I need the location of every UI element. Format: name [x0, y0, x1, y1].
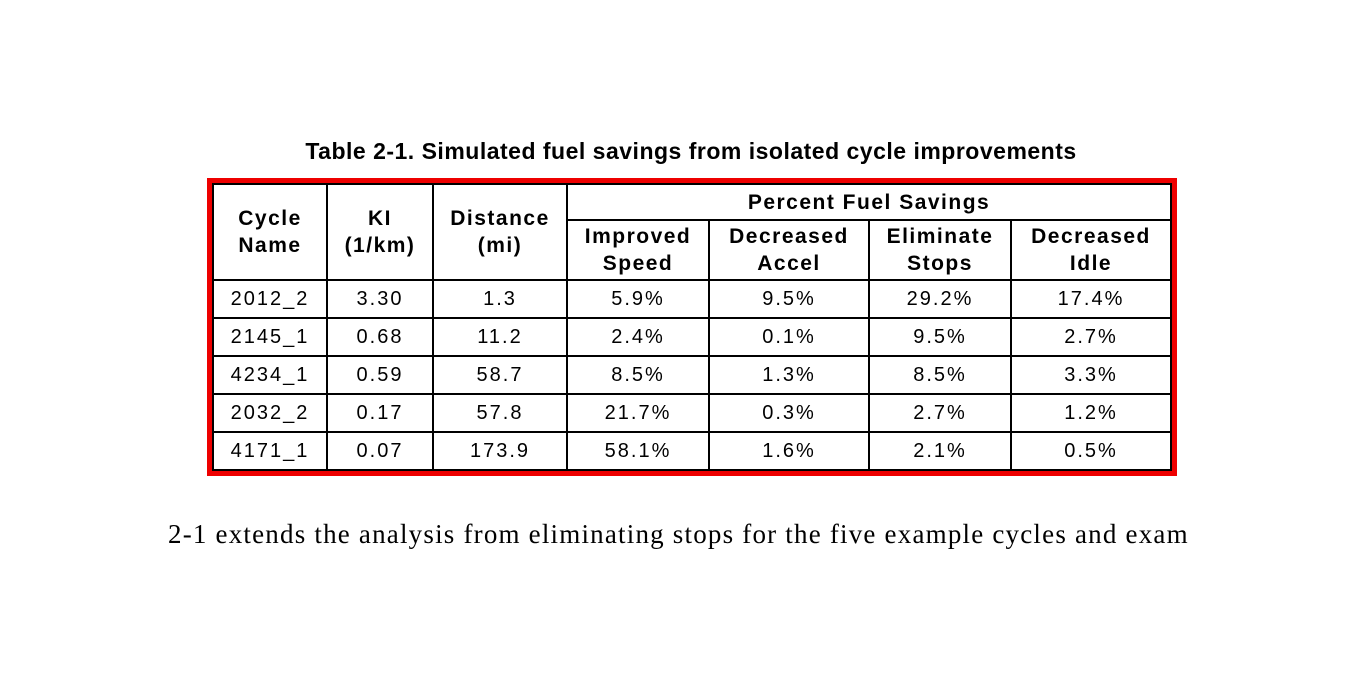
cell-ki: 0.68: [326, 317, 434, 357]
cell-improved-speed: 2.4%: [566, 317, 710, 357]
cell-decreased-idle: 0.5%: [1009, 431, 1173, 471]
fuel-savings-table: Cycle Name KI (1/km) Distance (mi) Perce…: [212, 183, 1173, 471]
cell-decreased-accel: 1.6%: [708, 431, 870, 471]
cell-improved-speed: 8.5%: [566, 355, 710, 395]
cell-cycle-name: 2032_2: [212, 393, 328, 433]
table-row: 4234_1 0.59 58.7 8.5% 1.3% 8.5% 3.3%: [212, 355, 1173, 395]
table-row: 2145_1 0.68 11.2 2.4% 0.1% 9.5% 2.7%: [212, 317, 1173, 357]
cell-decreased-idle: 17.4%: [1009, 279, 1173, 319]
cell-distance: 11.2: [432, 317, 568, 357]
column-header-ki: KI (1/km): [326, 183, 434, 281]
cell-decreased-accel: 1.3%: [708, 355, 870, 395]
cell-ki: 0.17: [326, 393, 434, 433]
cell-eliminate-stops: 2.7%: [868, 393, 1012, 433]
body-text: 2-1 extends the analysis from eliminatin…: [168, 519, 1189, 549]
cell-eliminate-stops: 29.2%: [868, 279, 1012, 319]
cell-distance: 57.8: [432, 393, 568, 433]
cell-improved-speed: 21.7%: [566, 393, 710, 433]
cell-eliminate-stops: 9.5%: [868, 317, 1012, 357]
column-header-decreased-accel: Decreased Accel: [708, 219, 870, 281]
table-row: 2032_2 0.17 57.8 21.7% 0.3% 2.7% 1.2%: [212, 393, 1173, 433]
cell-cycle-name: 4234_1: [212, 355, 328, 395]
table-caption: Table 2-1. Simulated fuel savings from i…: [305, 138, 1077, 164]
cell-decreased-accel: 9.5%: [708, 279, 870, 319]
cell-decreased-idle: 3.3%: [1009, 355, 1173, 395]
cell-ki: 0.07: [326, 431, 434, 471]
fuel-savings-table-outline: Cycle Name KI (1/km) Distance (mi) Perce…: [207, 178, 1178, 476]
cell-decreased-idle: 2.7%: [1009, 317, 1173, 357]
column-header-eliminate-stops: Eliminate Stops: [868, 219, 1012, 281]
column-header-improved-speed: Improved Speed: [566, 219, 710, 281]
column-header-decreased-idle: Decreased Idle: [1009, 219, 1173, 281]
cell-improved-speed: 5.9%: [566, 279, 710, 319]
cell-distance: 173.9: [432, 431, 568, 471]
cell-ki: 0.59: [326, 355, 434, 395]
column-header-percent-fuel-savings: Percent Fuel Savings: [565, 183, 1173, 221]
cell-decreased-accel: 0.1%: [708, 317, 870, 357]
cell-cycle-name: 2145_1: [212, 317, 328, 357]
table-row: 4171_1 0.07 173.9 58.1% 1.6% 2.1% 0.5%: [212, 431, 1173, 471]
cell-distance: 1.3: [432, 279, 568, 319]
cell-eliminate-stops: 8.5%: [868, 355, 1012, 395]
table-row: 2012_2 3.30 1.3 5.9% 9.5% 29.2% 17.4%: [212, 279, 1173, 319]
cell-decreased-accel: 0.3%: [708, 393, 870, 433]
cell-distance: 58.7: [432, 355, 568, 395]
header-row-sub: Improved Speed Decreased Accel Eliminate…: [213, 219, 1173, 281]
cell-improved-speed: 58.1%: [566, 431, 710, 471]
cell-ki: 3.30: [326, 279, 434, 319]
column-header-cycle-name: Cycle Name: [212, 183, 328, 281]
column-header-distance: Distance (mi): [432, 183, 568, 281]
cell-eliminate-stops: 2.1%: [868, 431, 1012, 471]
header-row-group: Cycle Name KI (1/km) Distance (mi) Perce…: [212, 183, 1173, 281]
cell-decreased-idle: 1.2%: [1009, 393, 1173, 433]
cell-cycle-name: 4171_1: [212, 431, 328, 471]
cell-cycle-name: 2012_2: [212, 279, 328, 319]
